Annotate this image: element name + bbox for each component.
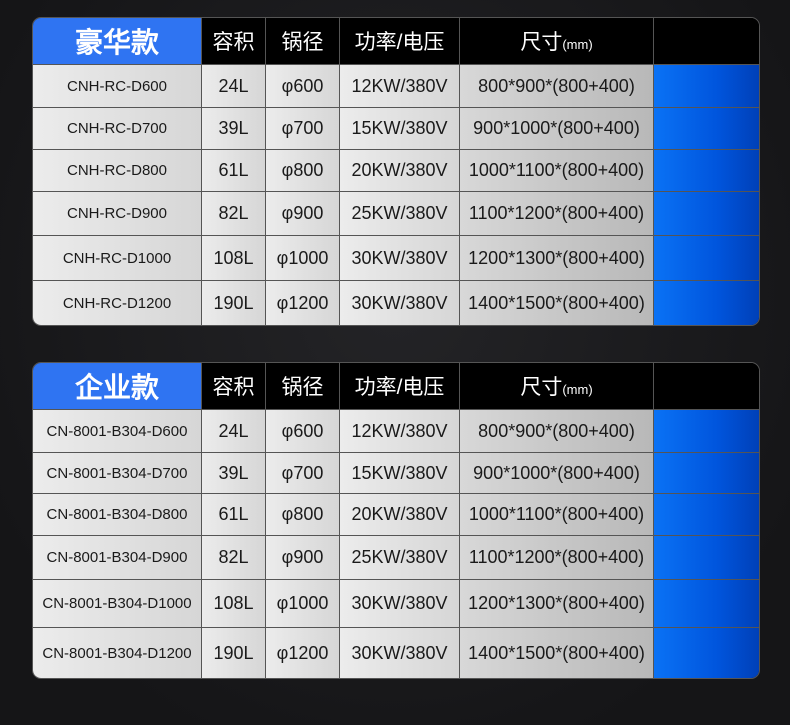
- cell-model: CN-8001-B304-D800: [33, 494, 202, 536]
- cell-volume: 61L: [202, 494, 266, 536]
- cell-size: 1200*1300*(800+400): [460, 580, 654, 628]
- cell-power: 12KW/380V: [340, 65, 460, 108]
- cell-accent: [654, 108, 759, 150]
- cell-volume: 39L: [202, 453, 266, 494]
- cell-size: 1400*1500*(800+400): [460, 628, 654, 678]
- header-diameter: 锅径: [266, 363, 340, 410]
- cell-volume: 82L: [202, 536, 266, 580]
- cell-model: CNH-RC-D700: [33, 108, 202, 150]
- deluxe-spec-table: 豪华款 容积 锅径 功率/电压 尺寸 (mm) CNH-RC-D600 24L φ600 12KW…: [32, 17, 760, 326]
- cell-diameter: φ700: [266, 108, 340, 150]
- cell-volume: 24L: [202, 410, 266, 453]
- cell-accent: [654, 494, 759, 536]
- cell-size: 1100*1200*(800+400): [460, 536, 654, 580]
- header-blank: [654, 363, 759, 410]
- cell-volume: 108L: [202, 580, 266, 628]
- cell-size: 1400*1500*(800+400): [460, 281, 654, 325]
- table-title: 企业款: [33, 363, 202, 410]
- cell-accent: [654, 65, 759, 108]
- cell-volume: 24L: [202, 65, 266, 108]
- cell-power: 20KW/380V: [340, 494, 460, 536]
- cell-diameter: φ800: [266, 150, 340, 192]
- cell-volume: 108L: [202, 236, 266, 281]
- cell-accent: [654, 410, 759, 453]
- table-title: 豪华款: [33, 18, 202, 65]
- cell-diameter: φ700: [266, 453, 340, 494]
- cell-power: 20KW/380V: [340, 150, 460, 192]
- header-size-label: 尺寸: [520, 31, 563, 54]
- cell-size: 800*900*(800+400): [460, 65, 654, 108]
- cell-power: 15KW/380V: [340, 453, 460, 494]
- cell-model: CN-8001-B304-D900: [33, 536, 202, 580]
- cell-model: CN-8001-B304-D700: [33, 453, 202, 494]
- cell-model: CN-8001-B304-D600: [33, 410, 202, 453]
- cell-power: 25KW/380V: [340, 192, 460, 236]
- cell-power: 30KW/380V: [340, 628, 460, 678]
- cell-power: 25KW/380V: [340, 536, 460, 580]
- cell-accent: [654, 150, 759, 192]
- cell-power: 12KW/380V: [340, 410, 460, 453]
- cell-diameter: φ1000: [266, 236, 340, 281]
- cell-model: CNH-RC-D600: [33, 65, 202, 108]
- header-diameter: 锅径: [266, 18, 340, 65]
- header-volume: 容积: [202, 363, 266, 410]
- header-blank: [654, 18, 759, 65]
- cell-power: 30KW/380V: [340, 580, 460, 628]
- cell-power: 30KW/380V: [340, 236, 460, 281]
- cell-size: 1000*1100*(800+400): [460, 150, 654, 192]
- header-size-unit: (mm): [562, 36, 593, 52]
- cell-power: 30KW/380V: [340, 281, 460, 325]
- cell-diameter: φ800: [266, 494, 340, 536]
- cell-volume: 61L: [202, 150, 266, 192]
- cell-volume: 190L: [202, 628, 266, 678]
- enterprise-spec-table: 企业款 容积 锅径 功率/电压 尺寸 (mm) CN-8001-B304-D600 24L φ6…: [32, 362, 760, 679]
- cell-size: 1100*1200*(800+400): [460, 192, 654, 236]
- cell-model: CN-8001-B304-D1000: [33, 580, 202, 628]
- cell-volume: 39L: [202, 108, 266, 150]
- header-power: 功率/电压: [340, 18, 460, 65]
- cell-model: CNH-RC-D1200: [33, 281, 202, 325]
- cell-power: 15KW/380V: [340, 108, 460, 150]
- cell-model: CNH-RC-D800: [33, 150, 202, 192]
- cell-size: 900*1000*(800+400): [460, 453, 654, 494]
- cell-volume: 190L: [202, 281, 266, 325]
- header-size-label: 尺寸: [520, 376, 563, 399]
- cell-diameter: φ600: [266, 410, 340, 453]
- cell-diameter: φ1200: [266, 281, 340, 325]
- cell-accent: [654, 236, 759, 281]
- cell-size: 800*900*(800+400): [460, 410, 654, 453]
- cell-diameter: φ600: [266, 65, 340, 108]
- header-volume: 容积: [202, 18, 266, 65]
- cell-diameter: φ900: [266, 536, 340, 580]
- cell-accent: [654, 536, 759, 580]
- cell-volume: 82L: [202, 192, 266, 236]
- cell-accent: [654, 281, 759, 325]
- cell-size: 1200*1300*(800+400): [460, 236, 654, 281]
- header-size: 尺寸 (mm): [460, 363, 654, 410]
- cell-accent: [654, 453, 759, 494]
- cell-diameter: φ1000: [266, 580, 340, 628]
- cell-accent: [654, 580, 759, 628]
- cell-diameter: φ1200: [266, 628, 340, 678]
- cell-model: CNH-RC-D900: [33, 192, 202, 236]
- cell-size: 900*1000*(800+400): [460, 108, 654, 150]
- header-power: 功率/电压: [340, 363, 460, 410]
- cell-model: CN-8001-B304-D1200: [33, 628, 202, 678]
- cell-accent: [654, 628, 759, 678]
- cell-diameter: φ900: [266, 192, 340, 236]
- header-size: 尺寸 (mm): [460, 18, 654, 65]
- cell-model: CNH-RC-D1000: [33, 236, 202, 281]
- header-size-unit: (mm): [562, 381, 593, 397]
- cell-size: 1000*1100*(800+400): [460, 494, 654, 536]
- cell-accent: [654, 192, 759, 236]
